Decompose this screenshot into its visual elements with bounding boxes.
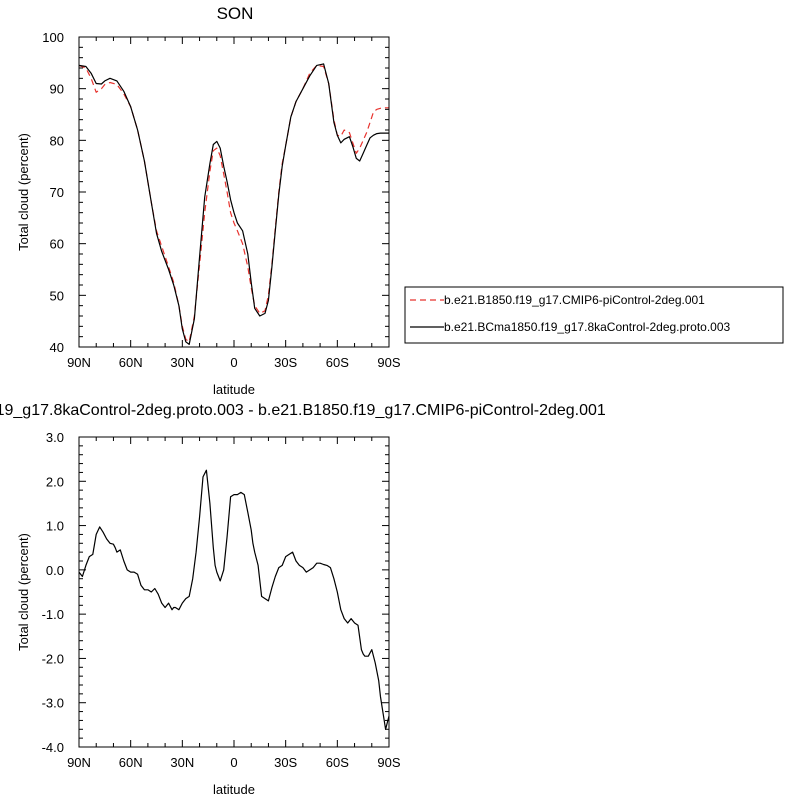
bottom-x-tick-label: 30N: [170, 755, 194, 770]
legend-label-piControl: b.e21.B1850.f19_g17.CMIP6-piControl-2deg…: [444, 293, 705, 307]
bottom-plot-frame: [78, 436, 390, 748]
top-x-axis-label: latitude: [213, 382, 255, 397]
top-y-tick-label: 70: [50, 185, 64, 200]
top-y-tick-label: 40: [50, 340, 64, 355]
top-x-tick-label: 60S: [326, 355, 349, 370]
top-y-tick-label: 100: [42, 30, 64, 45]
bottom-y-tick-label: 0.0: [46, 563, 64, 578]
top-panel: SON 90N 60N 30N 0 30S 60S 90S 40 50 60 70 80 90 100 T…: [16, 4, 784, 397]
top-y-tick-label: 90: [50, 82, 64, 97]
bottom-y-tick-label: -1.0: [42, 607, 64, 622]
legend-label-8kaControl: b.e21.BCma1850.f19_g17.8kaControl-2deg.p…: [444, 320, 731, 334]
bottom-chart-title: b.e21.BCma1850.f19_g17.8kaControl-2deg.p…: [0, 402, 606, 419]
bottom-y-tick-label: -3.0: [42, 696, 64, 711]
bottom-y-tick-label: 1.0: [46, 519, 64, 534]
top-series-line-1: [78, 63, 389, 345]
bottom-y-tick-label: -2.0: [42, 651, 64, 666]
top-plot-frame: [78, 36, 390, 348]
bottom-y-tick-label: -4.0: [42, 740, 64, 755]
top-series-line-0: [78, 64, 389, 343]
top-x-tick-label: 90N: [67, 355, 91, 370]
bottom-y-axis-label: Total cloud (percent): [16, 533, 31, 651]
bottom-y-tick-label: 3.0: [46, 430, 64, 445]
top-x-tick-label: 60N: [119, 355, 143, 370]
bottom-panel: b.e21.BCma1850.f19_g17.8kaControl-2deg.p…: [0, 402, 606, 797]
top-chart-title: SON: [217, 4, 254, 23]
top-x-tick-label: 90S: [377, 355, 400, 370]
bottom-x-tick-label: 90S: [377, 755, 400, 770]
top-x-tick-label: 30S: [274, 355, 297, 370]
bottom-x-axis-label: latitude: [213, 782, 255, 797]
legend: b.e21.B1850.f19_g17.CMIP6-piControl-2deg…: [404, 286, 784, 344]
top-y-tick-label: 80: [50, 133, 64, 148]
bottom-x-tick-label: 30S: [274, 755, 297, 770]
top-plot-area: 90N 60N 30N 0 30S 60S 90S 40 50 60 70 80 90 100: [42, 30, 401, 370]
bottom-x-tick-label: 60N: [119, 755, 143, 770]
top-y-tick-label: 50: [50, 288, 64, 303]
top-x-tick-label: 30N: [170, 355, 194, 370]
top-y-axis-label: Total cloud (percent): [16, 133, 31, 251]
bottom-plot-area: 90N 60N 30N 0 30S 60S 90S -4.0 -3.0 -2.0 -1.0 0.0 1.…: [42, 430, 401, 770]
legend-box: [404, 286, 784, 344]
bottom-x-tick-label: 60S: [326, 755, 349, 770]
top-x-tick-label: 0: [230, 355, 237, 370]
top-y-tick-label: 60: [50, 237, 64, 252]
bottom-y-tick-label: 2.0: [46, 474, 64, 489]
bottom-x-tick-label: 90N: [67, 755, 91, 770]
bottom-x-tick-label: 0: [230, 755, 237, 770]
bottom-series-line-0: [78, 469, 390, 730]
